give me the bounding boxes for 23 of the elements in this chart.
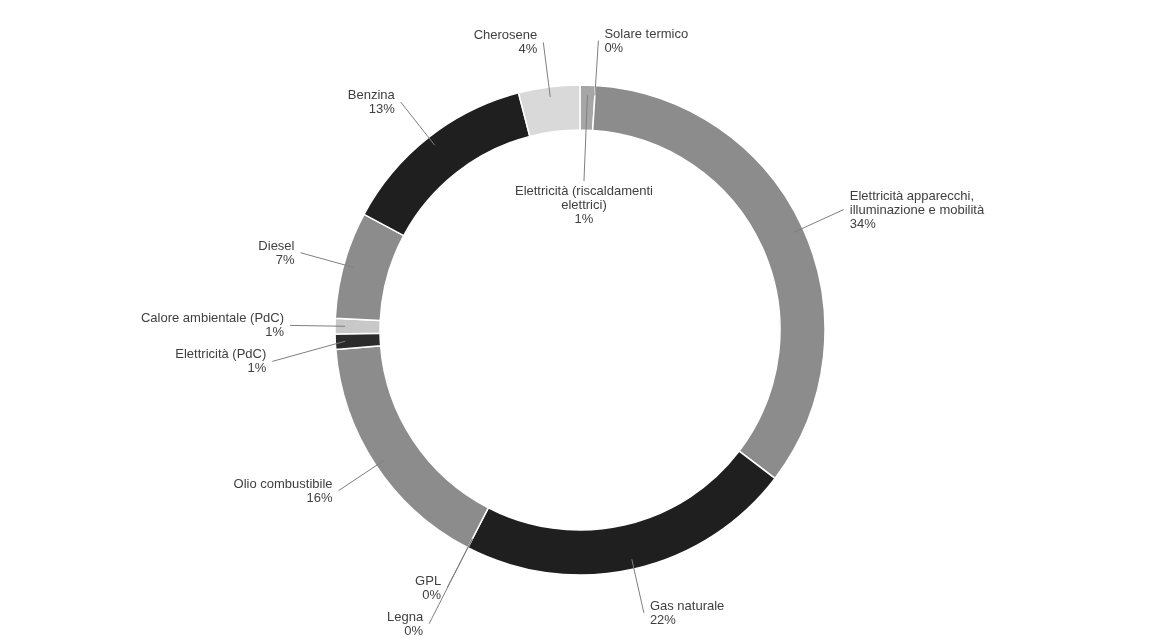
slice-label: Gas naturale xyxy=(649,597,725,613)
data-label: 4% xyxy=(518,41,538,57)
text: 0% xyxy=(422,586,442,602)
data-label: 7% xyxy=(275,251,295,267)
slice-label: Elettricità (riscaldamenti elettrici) xyxy=(514,183,654,213)
data-label: 16% xyxy=(306,489,333,505)
slice-label: Cherosene xyxy=(473,27,538,43)
category-label: GPL xyxy=(415,572,442,588)
slice-label: Olio combustibile xyxy=(233,475,333,491)
data-label: 22% xyxy=(649,611,677,627)
slice-label: Elettricità (PdC) xyxy=(175,346,267,362)
data-label: 1% xyxy=(574,211,594,227)
category-label: Legna xyxy=(386,608,424,624)
category-label: Solare termico xyxy=(604,25,689,41)
text: 0% xyxy=(604,39,624,55)
data-label: 1% xyxy=(265,324,285,340)
slice-label: Elettricità apparecchi, illuminazione e mobilità xyxy=(849,187,985,217)
slice-label: Benzina xyxy=(347,87,396,103)
slice-label: Calore ambientale (PdC) xyxy=(140,310,285,326)
slice-label: Diesel xyxy=(258,237,295,253)
data-label: 13% xyxy=(368,101,396,117)
data-label: 1% xyxy=(247,360,267,376)
data-label: 34% xyxy=(849,215,877,231)
